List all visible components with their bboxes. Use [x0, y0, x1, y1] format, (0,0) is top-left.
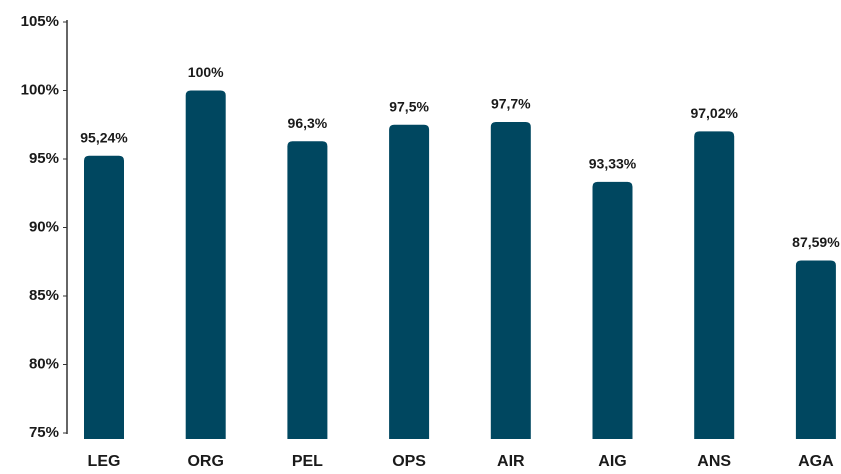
x-tick-label: ORG — [187, 453, 223, 470]
x-tick-label: OPS — [392, 453, 426, 470]
x-tick-label: LEG — [88, 453, 121, 470]
x-tick-label: AIR — [497, 453, 525, 470]
bar — [592, 181, 633, 439]
value-label: 97,02% — [690, 105, 738, 121]
bar — [694, 131, 735, 440]
value-label: 97,5% — [389, 98, 429, 114]
value-label: 95,24% — [80, 129, 128, 145]
bar — [185, 90, 226, 439]
bar — [795, 260, 836, 439]
bar — [287, 141, 328, 439]
x-tick-label: AGA — [798, 453, 834, 470]
bar — [389, 124, 430, 439]
y-tick-label: 100% — [21, 81, 59, 98]
value-label: 96,3% — [288, 115, 328, 131]
bar — [84, 155, 124, 439]
x-tick-label: AIG — [598, 453, 626, 470]
value-label: 97,7% — [491, 96, 531, 112]
y-tick-label: 80% — [29, 355, 59, 372]
value-label: 93,33% — [589, 156, 637, 172]
y-tick-label: 85% — [29, 287, 59, 304]
x-tick-label: ANS — [697, 453, 731, 470]
y-tick-label: 95% — [29, 150, 59, 167]
x-tick-label: PEL — [292, 453, 323, 470]
bar — [490, 122, 531, 439]
y-tick-label: 75% — [29, 424, 59, 441]
value-label: 87,59% — [792, 234, 840, 250]
y-tick-label: 105% — [21, 13, 59, 30]
y-tick-label: 90% — [29, 218, 59, 235]
value-label: 100% — [188, 64, 224, 80]
